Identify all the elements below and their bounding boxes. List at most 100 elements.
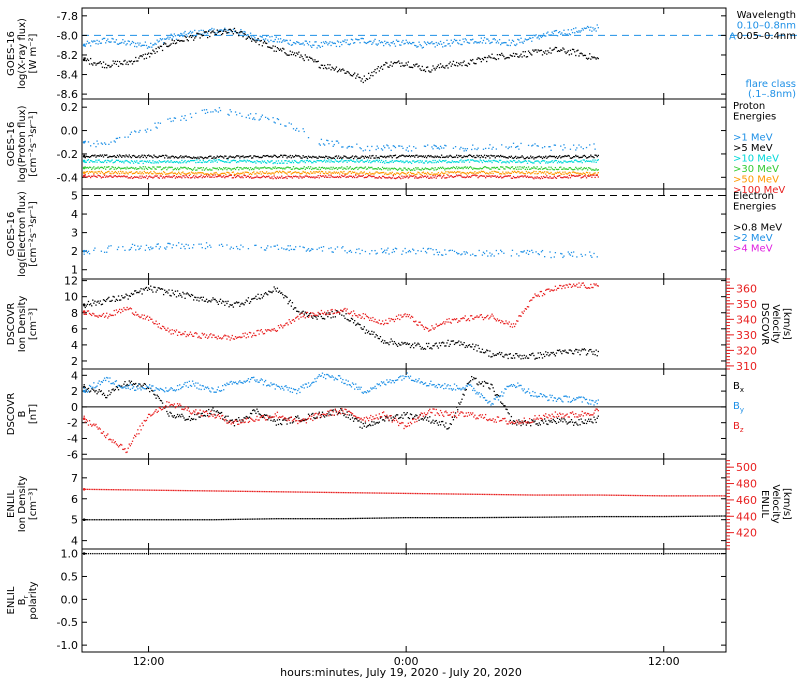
data-point — [468, 154, 471, 156]
data-point — [582, 155, 584, 157]
data-point — [519, 354, 521, 356]
data-point — [301, 168, 303, 170]
data-point — [229, 174, 231, 176]
data-point — [562, 256, 564, 259]
data-point — [118, 172, 121, 175]
data-point — [410, 175, 413, 177]
data-point — [566, 51, 568, 53]
data-point — [322, 317, 325, 320]
data-point — [110, 65, 112, 68]
data-point — [591, 155, 593, 158]
data-point — [108, 156, 110, 158]
data-point — [580, 156, 582, 159]
data-point — [341, 174, 343, 177]
data-point — [540, 36, 543, 39]
data-point — [496, 160, 499, 163]
data-point — [521, 171, 523, 173]
data-point — [552, 290, 554, 292]
y-axis-label: log(Proton flux) — [17, 105, 28, 182]
data-point — [528, 168, 531, 170]
data-point — [296, 176, 298, 178]
data-point — [284, 168, 286, 170]
data-point — [355, 314, 357, 317]
data-point — [223, 167, 225, 169]
data-point — [507, 171, 509, 173]
data-point — [212, 157, 214, 159]
data-point — [113, 172, 115, 174]
data-point — [592, 173, 594, 175]
data-point — [123, 172, 125, 174]
data-point — [505, 162, 507, 164]
data-point — [366, 41, 369, 44]
data-point — [581, 255, 583, 257]
data-point — [568, 283, 570, 285]
data-point — [535, 357, 537, 359]
data-point — [440, 167, 443, 170]
data-point — [435, 323, 437, 325]
data-point — [189, 173, 192, 175]
data-point — [341, 69, 343, 71]
data-point — [233, 30, 236, 33]
data-point — [262, 161, 265, 163]
data-point — [271, 47, 273, 49]
data-point — [203, 157, 206, 159]
data-point — [345, 313, 347, 315]
data-point — [363, 317, 365, 320]
data-point — [585, 27, 588, 29]
data-point — [242, 168, 244, 170]
data-point — [582, 29, 584, 31]
data-point — [118, 136, 121, 139]
data-point — [191, 335, 194, 337]
data-point — [469, 254, 472, 256]
data-point — [572, 283, 575, 285]
data-point — [483, 160, 486, 162]
data-point — [392, 62, 394, 65]
data-point — [229, 161, 231, 164]
data-point — [172, 244, 174, 246]
data-point — [571, 255, 574, 257]
data-point — [220, 302, 223, 304]
data-point — [422, 176, 425, 178]
data-point — [186, 173, 188, 175]
data-point — [575, 285, 577, 287]
data-point — [471, 167, 473, 169]
data-point — [454, 64, 457, 67]
data-point — [460, 318, 462, 320]
data-point — [144, 172, 147, 174]
data-point — [554, 30, 557, 32]
data-point — [537, 177, 539, 179]
data-point — [318, 45, 320, 47]
data-point — [205, 334, 208, 336]
data-point — [228, 114, 230, 116]
data-point — [87, 59, 90, 62]
data-point — [443, 321, 445, 323]
data-point — [290, 322, 292, 324]
data-point — [293, 248, 296, 251]
data-point — [85, 313, 87, 315]
data-point — [442, 176, 444, 178]
data-point — [218, 107, 221, 109]
data-point — [125, 171, 127, 173]
data-point — [448, 172, 450, 174]
data-point — [222, 337, 224, 339]
data-point — [482, 170, 485, 173]
data-point — [194, 296, 196, 298]
data-point — [231, 160, 233, 162]
data-point — [260, 328, 262, 331]
data-point — [347, 176, 349, 178]
data-point — [580, 284, 582, 286]
data-point — [97, 143, 99, 145]
data-point — [283, 154, 285, 157]
data-point — [525, 252, 528, 254]
data-point — [568, 349, 570, 351]
data-point — [98, 62, 100, 64]
data-point — [331, 176, 333, 178]
data-point — [170, 166, 172, 168]
data-point — [214, 109, 216, 111]
data-point — [248, 117, 251, 119]
data-point — [292, 318, 295, 321]
data-point — [400, 344, 402, 346]
data-point — [298, 168, 300, 170]
data-point — [205, 109, 208, 111]
data-point — [157, 243, 159, 245]
